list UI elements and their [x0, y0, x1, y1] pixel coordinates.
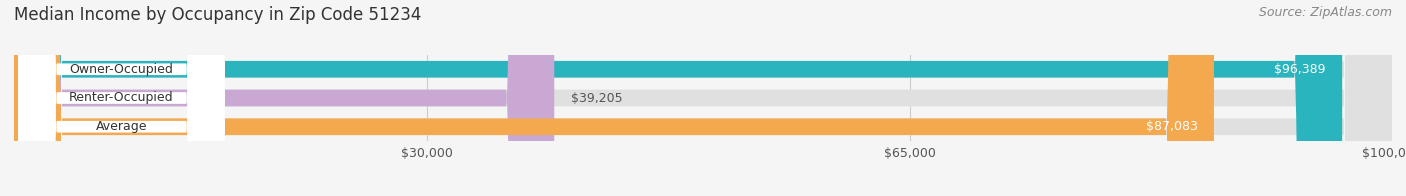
FancyBboxPatch shape: [14, 0, 1392, 196]
FancyBboxPatch shape: [14, 0, 1392, 196]
Text: Owner-Occupied: Owner-Occupied: [70, 63, 173, 76]
Text: $96,389: $96,389: [1274, 63, 1326, 76]
Text: Source: ZipAtlas.com: Source: ZipAtlas.com: [1258, 6, 1392, 19]
Text: Median Income by Occupancy in Zip Code 51234: Median Income by Occupancy in Zip Code 5…: [14, 6, 422, 24]
FancyBboxPatch shape: [18, 0, 225, 196]
Text: Renter-Occupied: Renter-Occupied: [69, 92, 174, 104]
FancyBboxPatch shape: [14, 0, 1213, 196]
Text: Average: Average: [96, 120, 148, 133]
Text: $87,083: $87,083: [1146, 120, 1198, 133]
FancyBboxPatch shape: [18, 0, 225, 196]
FancyBboxPatch shape: [14, 0, 1343, 196]
FancyBboxPatch shape: [18, 0, 225, 196]
FancyBboxPatch shape: [14, 0, 554, 196]
Text: $39,205: $39,205: [571, 92, 623, 104]
FancyBboxPatch shape: [14, 0, 1392, 196]
